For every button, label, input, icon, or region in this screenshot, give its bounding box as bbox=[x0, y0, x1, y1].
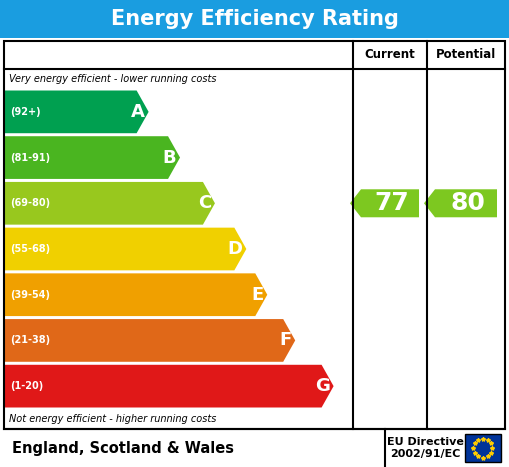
Text: Current: Current bbox=[364, 49, 415, 62]
Text: (81-91): (81-91) bbox=[10, 153, 50, 163]
Polygon shape bbox=[4, 365, 333, 408]
Text: E: E bbox=[251, 286, 263, 304]
Text: F: F bbox=[279, 332, 291, 349]
Text: C: C bbox=[197, 194, 211, 212]
Text: B: B bbox=[162, 149, 176, 167]
Polygon shape bbox=[4, 136, 180, 179]
Text: EU Directive: EU Directive bbox=[386, 437, 463, 447]
Bar bbox=[465, 434, 501, 462]
Polygon shape bbox=[350, 189, 419, 217]
Text: (1-20): (1-20) bbox=[10, 381, 43, 391]
Text: A: A bbox=[131, 103, 145, 121]
Polygon shape bbox=[4, 273, 267, 316]
Text: England, Scotland & Wales: England, Scotland & Wales bbox=[12, 440, 234, 455]
Text: D: D bbox=[228, 240, 242, 258]
Text: Very energy efficient - lower running costs: Very energy efficient - lower running co… bbox=[9, 74, 216, 84]
Polygon shape bbox=[4, 319, 295, 362]
Text: Energy Efficiency Rating: Energy Efficiency Rating bbox=[110, 9, 399, 29]
Text: G: G bbox=[315, 377, 330, 395]
Text: (92+): (92+) bbox=[10, 107, 41, 117]
Text: 2002/91/EC: 2002/91/EC bbox=[390, 449, 460, 459]
Text: (69-80): (69-80) bbox=[10, 198, 50, 208]
Text: (39-54): (39-54) bbox=[10, 290, 50, 300]
Text: 80: 80 bbox=[450, 191, 486, 215]
Polygon shape bbox=[4, 91, 149, 133]
Polygon shape bbox=[4, 182, 215, 225]
Bar bbox=[4, 41, 505, 429]
Text: Potential: Potential bbox=[436, 49, 496, 62]
Bar bbox=[0, 0, 509, 38]
Text: (55-68): (55-68) bbox=[10, 244, 50, 254]
Polygon shape bbox=[424, 189, 497, 217]
Text: (21-38): (21-38) bbox=[10, 335, 50, 346]
Polygon shape bbox=[4, 227, 246, 270]
Text: Not energy efficient - higher running costs: Not energy efficient - higher running co… bbox=[9, 414, 216, 424]
Text: 77: 77 bbox=[375, 191, 409, 215]
